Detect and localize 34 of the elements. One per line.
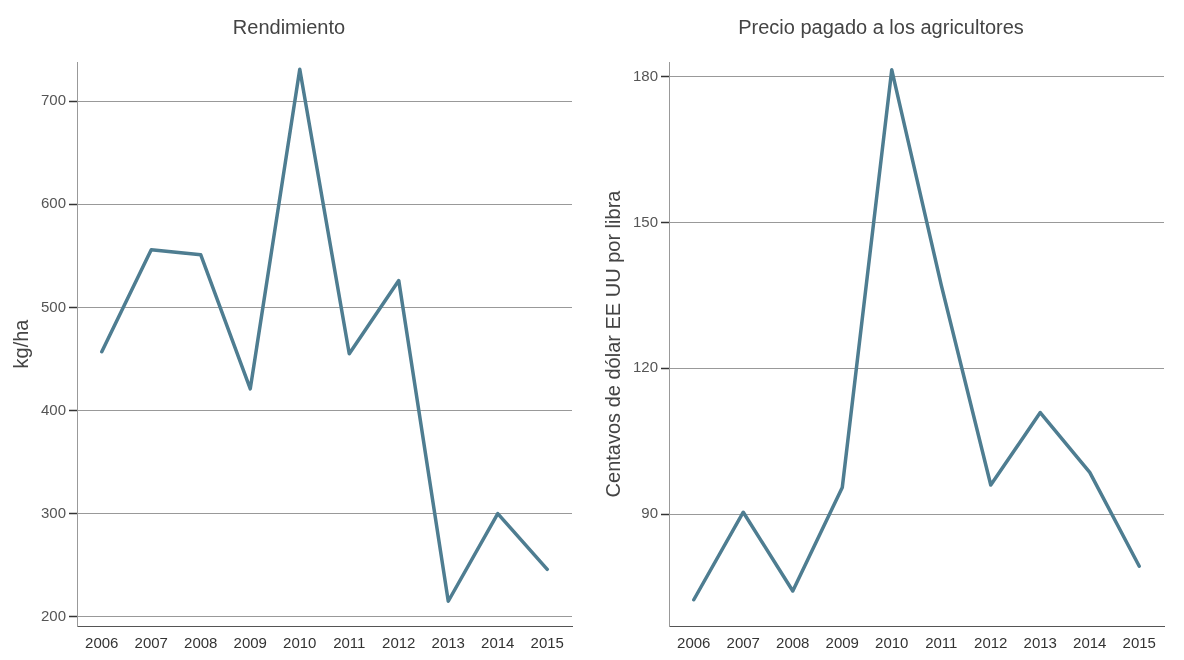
x-tick-label: 2008 — [184, 634, 218, 652]
x-tick-label: 2012 — [382, 634, 416, 652]
x-tick-label: 2007 — [134, 634, 168, 652]
y-tick-label: 600 — [41, 194, 67, 212]
chart-title: Rendimiento — [232, 15, 346, 38]
y-tick-label: 400 — [41, 400, 67, 418]
x-tick-label: 2007 — [726, 634, 760, 652]
x-tick-label: 2014 — [1073, 634, 1107, 652]
y-tick-label: 180 — [633, 66, 659, 84]
x-tick-label: 2015 — [1122, 634, 1156, 652]
chart-title: Precio pagado a los agricultores — [738, 15, 1024, 38]
x-tick-label: 2012 — [974, 634, 1008, 652]
y-axis-title: Centavos de dólar EE UU por libra — [601, 189, 624, 498]
y-axis-title: kg/ha — [9, 318, 32, 369]
x-tick-label: 2010 — [875, 634, 909, 652]
x-tick-label: 2011 — [333, 634, 366, 652]
x-tick-label: 2009 — [233, 634, 267, 652]
y-tick-label: 120 — [633, 358, 659, 376]
x-tick-label: 2009 — [825, 634, 859, 652]
y-tick-label: 200 — [41, 606, 67, 624]
x-tick-label: 2006 — [677, 634, 711, 652]
x-tick-label: 2013 — [431, 634, 465, 652]
x-tick-label: 2011 — [925, 634, 958, 652]
y-tick-label: 300 — [41, 503, 67, 521]
x-tick-label: 2013 — [1023, 634, 1057, 652]
x-tick-label: 2006 — [85, 634, 119, 652]
y-tick-label: 500 — [41, 297, 67, 315]
x-tick-label: 2010 — [283, 634, 317, 652]
x-tick-label: 2015 — [530, 634, 564, 652]
x-tick-label: 2008 — [776, 634, 810, 652]
x-tick-label: 2014 — [481, 634, 515, 652]
y-tick-label: 90 — [641, 504, 659, 522]
y-tick-label: 150 — [633, 212, 659, 230]
y-tick-label: 700 — [41, 91, 67, 109]
